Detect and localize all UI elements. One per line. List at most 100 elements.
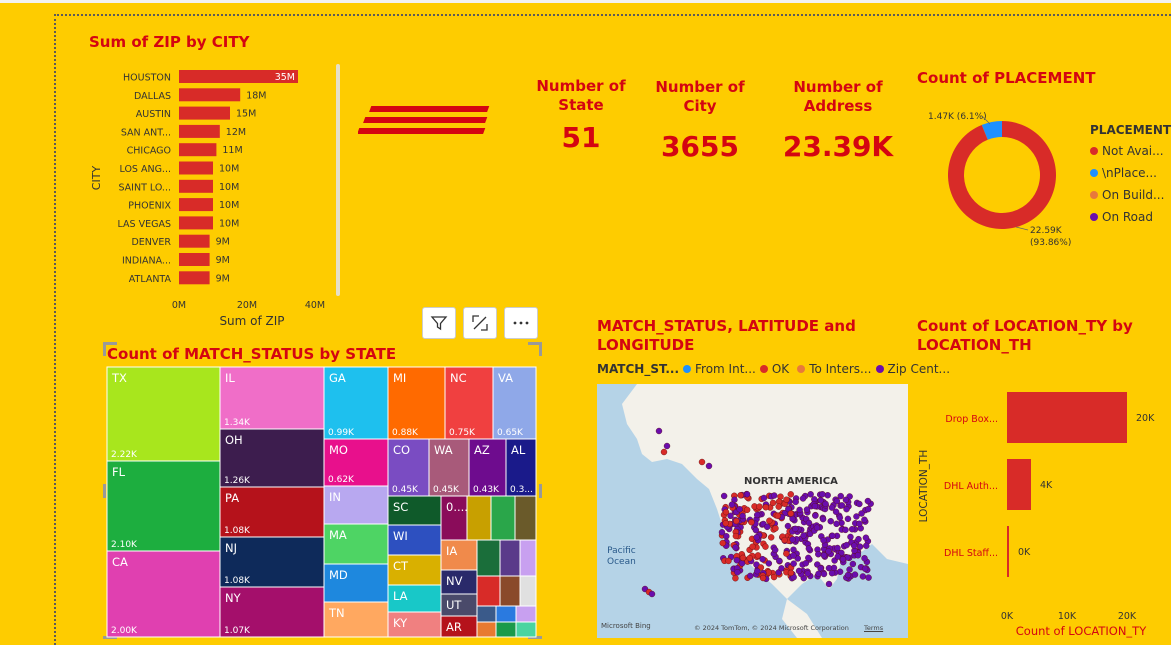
map-point[interactable] — [858, 510, 865, 517]
map-point[interactable] — [732, 532, 740, 540]
map-point[interactable] — [754, 567, 761, 575]
map-point[interactable] — [728, 501, 736, 508]
map-point[interactable] — [783, 550, 790, 557]
map-point[interactable] — [790, 546, 797, 553]
map-point[interactable] — [847, 533, 854, 541]
placement-legend-item[interactable]: \nPlace... — [1090, 162, 1171, 184]
map-point[interactable] — [861, 565, 869, 572]
map-point[interactable] — [747, 572, 754, 580]
map-point[interactable] — [796, 506, 803, 514]
map-point[interactable] — [783, 496, 790, 503]
map-point[interactable] — [799, 495, 807, 502]
map-point[interactable] — [764, 523, 771, 531]
map-point[interactable] — [722, 520, 729, 527]
map-point[interactable] — [825, 564, 833, 572]
map-point[interactable] — [855, 535, 862, 543]
map-point[interactable] — [805, 519, 813, 527]
map-point[interactable] — [842, 526, 849, 534]
map-point[interactable] — [698, 458, 706, 466]
map-legend-item-from-int[interactable]: From Int... — [695, 362, 756, 376]
map-point[interactable] — [705, 462, 713, 470]
map-point[interactable] — [789, 536, 796, 543]
map-point[interactable] — [725, 557, 732, 565]
map-point[interactable] — [792, 498, 799, 506]
map-point[interactable] — [844, 515, 852, 523]
map-canvas[interactable]: NORTH AMERICA Pacific Ocean Microsoft Bi… — [597, 384, 908, 638]
map-point[interactable] — [861, 555, 868, 562]
map-point[interactable] — [838, 502, 846, 509]
map-point[interactable] — [655, 427, 663, 435]
map-point[interactable] — [752, 526, 760, 534]
map-point[interactable] — [843, 541, 850, 549]
map-point[interactable] — [743, 506, 751, 514]
map-point[interactable] — [864, 497, 872, 505]
map-point[interactable] — [807, 491, 814, 498]
map-point[interactable] — [762, 543, 769, 550]
map-point[interactable] — [861, 516, 868, 524]
map-point[interactable] — [834, 553, 842, 560]
map-point[interactable] — [733, 557, 741, 564]
map-point[interactable] — [843, 505, 850, 513]
map-point[interactable] — [772, 525, 779, 532]
map-point[interactable] — [787, 510, 795, 517]
map-point[interactable] — [663, 442, 671, 450]
map-point[interactable] — [781, 536, 788, 544]
map-point[interactable] — [803, 506, 811, 513]
placement-legend-item[interactable]: On Road — [1090, 206, 1171, 228]
map-point[interactable] — [718, 529, 726, 536]
map-point[interactable] — [795, 567, 803, 575]
map-point[interactable] — [828, 569, 836, 577]
map-point[interactable] — [765, 560, 773, 567]
map-point[interactable] — [820, 552, 828, 559]
map-point[interactable] — [805, 545, 813, 552]
map-point[interactable] — [727, 512, 734, 520]
map-point[interactable] — [767, 534, 775, 541]
city-chart-scrollbar[interactable] — [336, 64, 340, 296]
map-legend-item-zip-cent[interactable]: Zip Cent... — [887, 362, 951, 376]
map-point[interactable] — [833, 497, 841, 505]
resize-handle[interactable] — [103, 484, 106, 498]
map-point[interactable] — [849, 560, 857, 568]
map-point[interactable] — [836, 514, 844, 521]
map-point[interactable] — [854, 552, 862, 559]
map-point[interactable] — [832, 508, 840, 515]
map-point[interactable] — [749, 543, 756, 550]
map-point[interactable] — [753, 511, 761, 519]
map-point[interactable] — [865, 574, 872, 581]
resize-handle[interactable] — [539, 484, 542, 498]
map-point[interactable] — [720, 492, 728, 500]
map-point[interactable] — [756, 503, 763, 510]
map-point[interactable] — [862, 534, 870, 541]
map-point[interactable] — [837, 492, 844, 500]
map-point[interactable] — [792, 525, 799, 533]
map-point[interactable] — [759, 574, 767, 582]
map-point[interactable] — [771, 492, 778, 499]
map-point[interactable] — [812, 512, 819, 519]
map-point[interactable] — [736, 506, 743, 513]
map-point[interactable] — [842, 496, 850, 504]
map-point[interactable] — [660, 448, 668, 456]
map-point[interactable] — [820, 537, 827, 544]
map-point[interactable] — [804, 570, 812, 577]
map-point[interactable] — [805, 554, 812, 562]
map-point[interactable] — [850, 542, 858, 549]
filter-button[interactable] — [422, 307, 456, 339]
map-point[interactable] — [856, 520, 863, 527]
map-point[interactable] — [737, 492, 744, 499]
map-point[interactable] — [817, 565, 824, 572]
map-point[interactable] — [746, 554, 753, 562]
map-point[interactable] — [775, 503, 782, 510]
map-point[interactable] — [787, 491, 794, 498]
map-point[interactable] — [811, 502, 819, 510]
map-point[interactable] — [769, 499, 777, 507]
map-point[interactable] — [776, 557, 783, 565]
map-point[interactable] — [848, 526, 856, 533]
map-point[interactable] — [722, 508, 730, 516]
map-point[interactable] — [827, 517, 834, 525]
map-point[interactable] — [774, 512, 782, 520]
map-legend-item-ok[interactable]: OK — [771, 362, 790, 376]
map-point[interactable] — [864, 505, 872, 513]
map-point[interactable] — [817, 497, 825, 504]
map-point[interactable] — [772, 546, 779, 554]
map-point[interactable] — [800, 532, 807, 539]
